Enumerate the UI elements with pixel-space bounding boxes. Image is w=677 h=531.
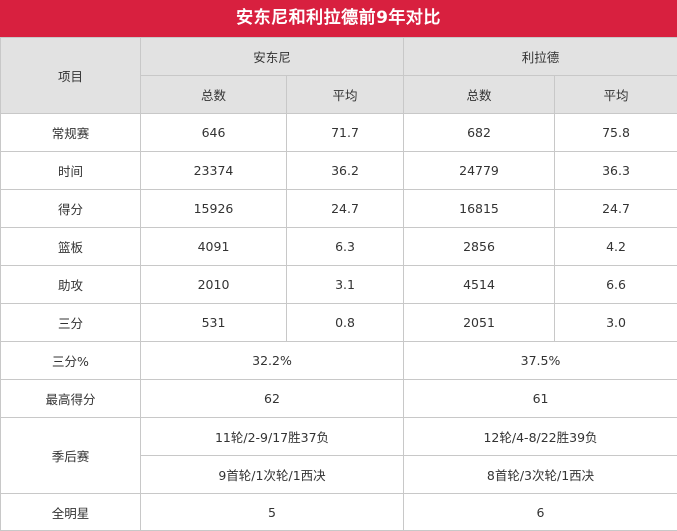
header-p1-avg: 平均 (287, 76, 404, 114)
p1-avg: 71.7 (287, 114, 404, 152)
p2-avg: 36.3 (555, 152, 677, 190)
p1-avg: 24.7 (287, 190, 404, 228)
row-label: 得分 (1, 190, 141, 228)
p2-three-pct: 37.5% (404, 342, 677, 380)
p1-total: 2010 (141, 266, 287, 304)
p2-total: 682 (404, 114, 555, 152)
row-label: 最高得分 (1, 380, 141, 418)
table-row-three-pct: 三分% 32.2% 37.5% (1, 342, 677, 380)
row-label: 时间 (1, 152, 141, 190)
table-row-playoffs: 季后赛 11轮/2-9/17胜37负 12轮/4-8/22胜39负 (1, 418, 677, 456)
row-label: 三分 (1, 304, 141, 342)
row-label: 三分% (1, 342, 141, 380)
p1-avg: 3.1 (287, 266, 404, 304)
p2-avg: 75.8 (555, 114, 677, 152)
table-row: 篮板 4091 6.3 2856 4.2 (1, 228, 677, 266)
p2-playoffs-rounds: 8首轮/3次轮/1西决 (404, 456, 677, 494)
p2-total: 2856 (404, 228, 555, 266)
p1-career-high: 62 (141, 380, 404, 418)
p2-total: 16815 (404, 190, 555, 228)
p1-three-pct: 32.2% (141, 342, 404, 380)
p1-total: 4091 (141, 228, 287, 266)
p2-playoffs-record: 12轮/4-8/22胜39负 (404, 418, 677, 456)
p2-all-star: 6 (404, 494, 677, 531)
header-row-players: 项目 安东尼 利拉德 (1, 38, 677, 76)
p1-total: 646 (141, 114, 287, 152)
p1-playoffs-rounds: 9首轮/1次轮/1西决 (141, 456, 404, 494)
header-p2-total: 总数 (404, 76, 555, 114)
table-row: 常规赛 646 71.7 682 75.8 (1, 114, 677, 152)
p1-total: 15926 (141, 190, 287, 228)
row-label: 常规赛 (1, 114, 141, 152)
table-row: 三分 531 0.8 2051 3.0 (1, 304, 677, 342)
p2-avg: 4.2 (555, 228, 677, 266)
p1-playoffs-record: 11轮/2-9/17胜37负 (141, 418, 404, 456)
p1-total: 531 (141, 304, 287, 342)
p1-total: 23374 (141, 152, 287, 190)
p1-all-star: 5 (141, 494, 404, 531)
row-label: 季后赛 (1, 418, 141, 494)
row-label: 全明星 (1, 494, 141, 531)
table-row: 得分 15926 24.7 16815 24.7 (1, 190, 677, 228)
header-p1-total: 总数 (141, 76, 287, 114)
header-p2-avg: 平均 (555, 76, 677, 114)
table-title: 安东尼和利拉德前9年对比 (0, 0, 677, 37)
table-row-career-high: 最高得分 62 61 (1, 380, 677, 418)
table-row: 助攻 2010 3.1 4514 6.6 (1, 266, 677, 304)
p2-career-high: 61 (404, 380, 677, 418)
p1-avg: 36.2 (287, 152, 404, 190)
table-row: 时间 23374 36.2 24779 36.3 (1, 152, 677, 190)
row-label: 助攻 (1, 266, 141, 304)
table-row-all-star: 全明星 5 6 (1, 494, 677, 531)
comparison-table: 项目 安东尼 利拉德 总数 平均 总数 平均 常规赛 646 71.7 682 … (0, 37, 677, 531)
p2-total: 2051 (404, 304, 555, 342)
p1-avg: 6.3 (287, 228, 404, 266)
header-item: 项目 (1, 38, 141, 114)
header-player2: 利拉德 (404, 38, 677, 76)
p2-avg: 3.0 (555, 304, 677, 342)
row-label: 篮板 (1, 228, 141, 266)
p2-total: 4514 (404, 266, 555, 304)
p2-avg: 24.7 (555, 190, 677, 228)
p2-avg: 6.6 (555, 266, 677, 304)
p2-total: 24779 (404, 152, 555, 190)
header-player1: 安东尼 (141, 38, 404, 76)
p1-avg: 0.8 (287, 304, 404, 342)
